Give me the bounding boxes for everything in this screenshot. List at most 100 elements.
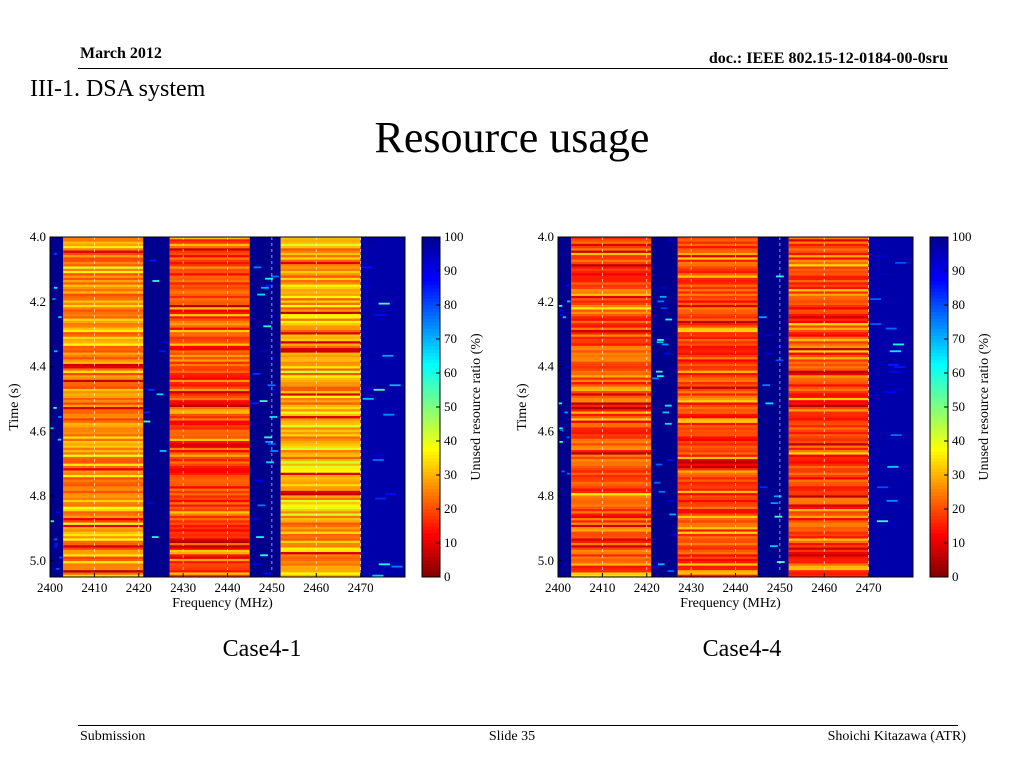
colorbar-segment <box>930 556 948 561</box>
colorbar-segment <box>422 413 440 418</box>
heatmap-cell <box>677 488 758 492</box>
colorbar-segment <box>422 403 440 408</box>
heatmap-cell <box>280 377 361 380</box>
heatmap-cell <box>280 416 361 419</box>
heatmap-cell <box>677 470 758 473</box>
colorbar-segment <box>930 362 948 367</box>
heatmap-cell <box>63 463 144 467</box>
heatmap-cell <box>280 409 361 412</box>
heatmap-cell <box>169 407 250 410</box>
heatmap-cell <box>63 531 144 535</box>
heatmap-cell <box>571 475 652 478</box>
colorbar-segment <box>930 271 948 275</box>
heatmap-cell <box>63 298 144 301</box>
heatmap-cell <box>651 259 659 262</box>
heatmap-cell <box>677 275 758 278</box>
heatmap-cell <box>280 241 361 244</box>
heatmap-cell <box>169 311 250 315</box>
heatmap-cell <box>63 407 144 410</box>
heatmap-cell <box>280 499 361 503</box>
colorbar-segment <box>930 403 948 408</box>
heatmap-cell <box>169 266 250 269</box>
heatmap-cell <box>169 400 250 403</box>
heatmap-cell <box>260 554 268 557</box>
colorbar-tick-label: 90 <box>444 263 457 278</box>
colorbar-segment <box>422 240 440 245</box>
heatmap-cell <box>677 422 758 426</box>
heatmap-cell <box>63 486 144 489</box>
heatmap-cell <box>788 486 869 489</box>
x-tick-label: 2410 <box>81 580 107 595</box>
heatmap-cell <box>264 436 272 439</box>
colorbar-tick-label: 50 <box>444 399 457 414</box>
heatmap-cell <box>280 511 361 514</box>
heatmap-cell <box>677 497 758 501</box>
heatmap-cell <box>653 481 661 484</box>
heatmap-cell <box>63 377 144 380</box>
heatmap-cell <box>280 357 361 360</box>
colorbar-segment <box>930 267 948 272</box>
heatmap-cell <box>571 490 652 494</box>
heatmap-cell <box>788 459 869 462</box>
heatmap-cell <box>169 495 250 498</box>
colorbar-segment <box>422 481 440 486</box>
heatmap-cell <box>265 277 273 280</box>
colorbar-segment <box>930 250 948 255</box>
heatmap-cell <box>788 305 869 308</box>
heatmap-cell <box>788 495 869 498</box>
heatmap-cell <box>169 343 250 346</box>
heatmap-cell <box>677 431 758 435</box>
heatmap-cell <box>63 477 144 480</box>
colorbar-segment <box>930 305 948 309</box>
heatmap-cell <box>788 252 869 256</box>
heatmap-cell <box>169 379 250 383</box>
heatmap-cell <box>63 545 144 548</box>
heatmap-cell <box>365 241 377 244</box>
colorbar-segment <box>422 243 440 248</box>
colorbar-segment <box>930 532 948 537</box>
colorbar-segment <box>930 420 948 425</box>
colorbar-segment <box>422 277 440 282</box>
heatmap-cell <box>280 248 361 251</box>
heatmap-cell <box>571 459 652 462</box>
heatmap-cell <box>63 395 144 399</box>
heatmap-cell <box>677 359 758 362</box>
heatmap-cell <box>53 286 58 289</box>
heatmap-cell <box>63 388 144 392</box>
heatmap-cell <box>571 447 652 451</box>
heatmap-cell <box>571 241 652 244</box>
heatmap-cell <box>63 375 144 378</box>
heatmap-cell <box>53 252 58 255</box>
heatmap-cell <box>280 370 361 374</box>
heatmap-cell <box>63 291 144 294</box>
heatmap-cell <box>677 305 758 308</box>
heatmap-cell <box>571 343 652 346</box>
heatmap-cell <box>280 527 361 530</box>
heatmap-cell <box>677 320 758 324</box>
heatmap-cell <box>571 524 652 528</box>
heatmap-cell <box>677 565 758 569</box>
heatmap-cell <box>677 572 758 575</box>
heatmap-cell <box>56 567 60 570</box>
heatmap-cell <box>169 570 250 573</box>
footer-divider <box>78 725 958 726</box>
heatmap-cell <box>169 345 250 349</box>
heatmap-cell <box>169 490 250 494</box>
heatmap-cell <box>63 359 144 362</box>
heatmap-cell <box>788 286 869 290</box>
heatmap-cell <box>280 574 361 578</box>
heatmap-cell <box>143 411 150 414</box>
heatmap-cell <box>54 350 58 353</box>
heatmap-cell <box>280 556 361 560</box>
heatmap-cell <box>876 520 888 523</box>
heatmap-cell <box>571 334 652 337</box>
heatmap-cell <box>63 259 144 263</box>
heatmap-cell <box>677 481 758 485</box>
heatmap-cell <box>788 443 869 446</box>
heatmap-cell <box>571 318 652 322</box>
heatmap-cell <box>63 561 144 564</box>
heatmap-cell <box>280 490 361 494</box>
heatmap-cell <box>571 286 652 290</box>
heatmap-cell <box>169 264 250 267</box>
heatmap-cell <box>788 275 869 278</box>
